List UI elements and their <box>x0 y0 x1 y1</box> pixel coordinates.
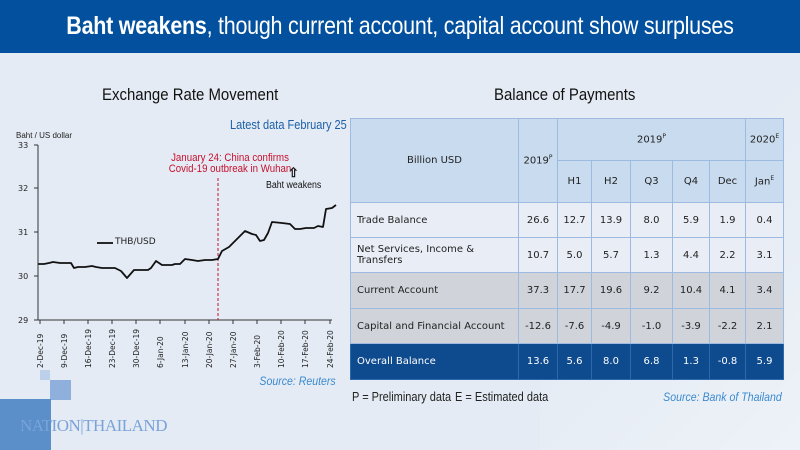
col-header-dec: Dec <box>709 160 746 203</box>
headline-bold: Baht weakens <box>66 12 207 40</box>
footnote-legend-e: E = Estimated data <box>455 390 549 404</box>
row-label: Capital and Financial Account <box>350 308 519 344</box>
bot-source: Source: Bank of Thailand <box>663 390 782 404</box>
bop-title: Balance of Payments <box>494 85 636 104</box>
deco-square-large <box>0 399 51 450</box>
header-banner: Baht weakens, though current account, ca… <box>0 0 800 53</box>
table-row: Net Services, Income & Transfers 10.7 5.0… <box>350 237 784 273</box>
svg-text:29: 29 <box>18 316 28 325</box>
col-header-h2: H2 <box>591 160 631 203</box>
y-axis <box>34 144 332 324</box>
svg-text:9-Dec-19: 9-Dec-19 <box>60 334 69 368</box>
deco-square-small <box>40 370 50 380</box>
svg-text:32: 32 <box>18 184 28 193</box>
y-tick-labels: 33 32 31 30 29 <box>18 141 28 325</box>
deco-square-medium <box>50 380 71 400</box>
exchange-rate-chart: 33 32 31 30 29 2-Dec-19 9-Dec-19 16-Dec-19 … <box>18 141 337 368</box>
corner-header: Billion USD <box>350 118 519 203</box>
svg-text:6-Jan-20: 6-Jan-20 <box>156 336 165 368</box>
svg-text:33: 33 <box>18 141 28 150</box>
baht-weakens-label: Baht weakens <box>266 180 322 191</box>
row-label: Net Services, Income & Transfers <box>350 237 519 273</box>
svg-text:30: 30 <box>18 272 28 281</box>
x-tick-labels: 2-Dec-19 9-Dec-19 16-Dec-19 23-Dec-19 30… <box>36 329 335 368</box>
footnote-legend: P = Preliminary data <box>352 390 452 404</box>
thb-usd-line <box>38 204 337 279</box>
group-header-2019: 2019P <box>557 118 746 161</box>
headline-rest: , though current account, capital accoun… <box>206 12 734 40</box>
row-label: Overall Balance <box>350 343 519 380</box>
table-row-total: Overall Balance 13.6 5.6 8.0 6.8 1.3 -0.8 5… <box>350 343 784 380</box>
svg-text:23-Dec-19: 23-Dec-19 <box>108 329 117 368</box>
up-arrow-icon: ⇧ <box>288 165 299 180</box>
table-row: Capital and Financial Account -12.6 -7.6 … <box>350 308 784 344</box>
y-axis-label: Baht / US dollar <box>16 131 73 140</box>
col-header-q4: Q4 <box>672 160 710 203</box>
svg-text:2-Dec-19: 2-Dec-19 <box>36 334 45 368</box>
svg-text:24-Feb-20: 24-Feb-20 <box>326 330 335 368</box>
svg-text:20-Jan-20: 20-Jan-20 <box>205 331 214 368</box>
latest-data-note: Latest data February 25 <box>230 118 347 132</box>
col-header-q3: Q3 <box>630 160 673 203</box>
svg-text:3-Feb-20: 3-Feb-20 <box>253 335 262 368</box>
row-label: Trade Balance <box>350 202 519 238</box>
table-row: Current Account 37.3 17.7 19.6 9.2 10.4 4.1… <box>350 272 784 309</box>
svg-text:13-Jan-20: 13-Jan-20 <box>181 331 190 368</box>
col-header-h1: H1 <box>557 160 592 203</box>
balance-of-payments-table: Billion USD 2019P 2019P 2020E H1 H2 Q3 Q… <box>350 118 784 380</box>
svg-text:10-Feb-20: 10-Feb-20 <box>277 330 286 368</box>
exchange-chart-title: Exchange Rate Movement <box>102 85 279 104</box>
table-row: Trade Balance 26.6 12.7 13.9 8.0 5.9 1.9 0.… <box>350 202 784 238</box>
legend-label: THB/USD <box>115 237 156 247</box>
reuters-source: Source: Reuters <box>259 374 336 388</box>
svg-text:16-Dec-19: 16-Dec-19 <box>84 329 93 368</box>
svg-text:31: 31 <box>18 228 28 237</box>
group-header-2020: 2020E <box>745 118 784 161</box>
col-header-jan: JanE <box>745 160 784 203</box>
row-label: Current Account <box>350 272 519 309</box>
svg-text:17-Feb-20: 17-Feb-20 <box>301 330 310 368</box>
svg-text:30-Dec-19: 30-Dec-19 <box>132 329 141 368</box>
svg-text:27-Jan-20: 27-Jan-20 <box>229 331 238 368</box>
col-header-2019: 2019P <box>518 118 558 203</box>
nation-thailand-logo: THE NATION|THAILAND <box>20 410 168 435</box>
event-annotation: January 24: China confirms Covid-19 outb… <box>168 152 292 175</box>
